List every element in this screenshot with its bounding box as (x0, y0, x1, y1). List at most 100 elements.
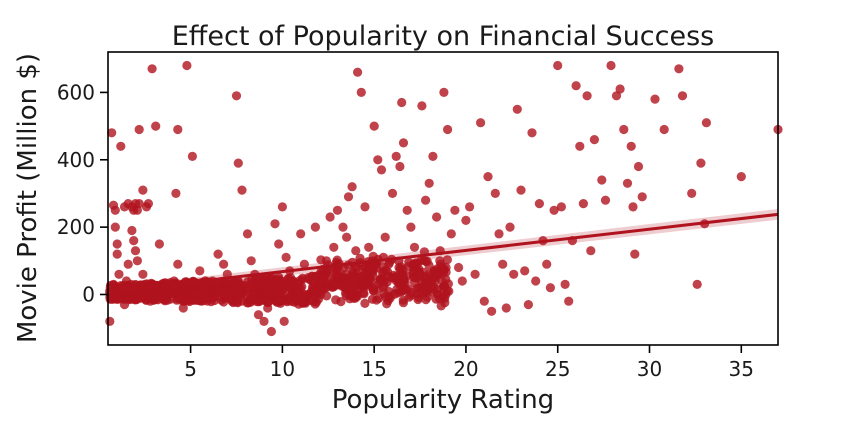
data-point (633, 161, 644, 172)
data-point (143, 199, 153, 209)
data-point (435, 265, 445, 275)
data-point (417, 101, 427, 111)
data-point (179, 296, 189, 306)
plot-frame (107, 51, 779, 346)
data-point (195, 266, 205, 276)
data-point (230, 279, 240, 289)
data-point (628, 202, 638, 212)
data-point (571, 81, 581, 91)
x-tick-label: 20 (453, 357, 478, 381)
data-point (418, 283, 428, 293)
data-point (246, 294, 256, 304)
data-point (202, 296, 212, 306)
data-point (378, 282, 388, 292)
data-point (296, 229, 306, 239)
data-point (242, 229, 253, 239)
data-point (151, 121, 161, 131)
data-point (421, 295, 431, 305)
x-tick-label: 35 (729, 357, 754, 381)
data-point (259, 316, 269, 326)
data-point (534, 199, 545, 209)
data-point (399, 283, 409, 293)
data-point (589, 135, 600, 145)
data-point (615, 84, 625, 94)
data-point (600, 195, 611, 205)
data-point (368, 283, 378, 293)
data-point (173, 124, 183, 135)
data-point (257, 275, 267, 285)
data-point (397, 97, 407, 108)
data-point (457, 276, 467, 286)
data-point (650, 94, 660, 104)
data-point (325, 212, 335, 222)
data-point (112, 249, 122, 259)
data-point (432, 212, 442, 222)
data-point (373, 155, 383, 165)
data-point (338, 222, 348, 232)
data-point (293, 282, 303, 292)
data-point (368, 251, 378, 261)
data-point (279, 280, 289, 291)
data-point (736, 172, 746, 182)
y-ticks: 0 200 400 600 (57, 80, 108, 306)
data-point (582, 91, 592, 101)
data-point (674, 64, 684, 74)
data-point (531, 276, 541, 286)
data-point (297, 273, 308, 283)
data-point (286, 273, 296, 283)
data-point (402, 205, 412, 215)
data-point (368, 271, 378, 281)
data-point (261, 291, 271, 301)
data-point (364, 263, 374, 273)
y-tick-label: 600 (57, 80, 95, 104)
data-point (352, 262, 362, 272)
data-point (560, 279, 570, 289)
regression-line (107, 212, 779, 294)
data-point (409, 242, 420, 252)
data-point (274, 239, 284, 249)
data-point (487, 306, 497, 316)
data-point (476, 118, 486, 128)
data-point (292, 295, 302, 305)
y-axis-label: Movie Profit (Million $) (13, 53, 43, 343)
data-point (677, 91, 688, 101)
data-point (611, 91, 622, 101)
data-point (342, 232, 352, 242)
data-point (345, 294, 355, 304)
data-point (300, 298, 310, 308)
data-point (114, 269, 124, 279)
scatter-points (105, 60, 783, 337)
data-point (549, 205, 559, 215)
data-point (332, 205, 343, 215)
data-point (692, 279, 702, 289)
data-point (435, 256, 445, 266)
data-point (358, 288, 368, 298)
data-point (129, 236, 139, 246)
data-point (659, 124, 669, 135)
regression-line-group (107, 212, 779, 294)
data-point (110, 222, 120, 232)
data-point (130, 246, 141, 256)
data-point (516, 185, 526, 195)
x-tick-label: 10 (270, 357, 295, 381)
data-point (442, 255, 452, 265)
data-point (110, 205, 120, 215)
data-point (154, 239, 164, 249)
data-point (279, 316, 289, 326)
data-point (440, 298, 450, 308)
data-point (195, 294, 205, 304)
data-point (413, 258, 423, 268)
data-point (406, 222, 416, 232)
data-point (266, 326, 276, 337)
x-tick-label: 5 (184, 357, 197, 381)
data-point (116, 141, 126, 151)
data-point (286, 283, 296, 293)
data-point (361, 271, 371, 281)
data-point (439, 87, 449, 97)
data-point (337, 281, 347, 291)
data-point (376, 165, 387, 175)
data-point (267, 273, 277, 283)
x-tick-label: 15 (361, 357, 386, 381)
data-point (424, 260, 434, 271)
data-point (281, 252, 291, 262)
